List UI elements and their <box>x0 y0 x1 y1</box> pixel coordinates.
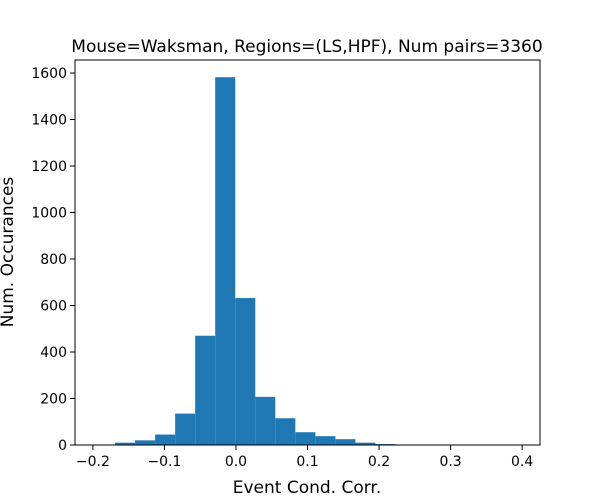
y-tick-label: 800 <box>40 252 67 268</box>
histogram-bar-9 <box>275 418 296 445</box>
y-tick-label: 1200 <box>31 159 67 175</box>
histogram-bar-12 <box>335 439 356 445</box>
x-tick-label: 0.2 <box>368 454 390 470</box>
x-axis-ticks: −0.2 −0.1 0.0 0.1 0.2 0.3 0.4 <box>76 445 533 470</box>
histogram-bar-4 <box>175 413 196 445</box>
histogram-bar-2 <box>135 440 156 445</box>
x-tick-label: 0.1 <box>296 454 318 470</box>
histogram-bar-10 <box>295 432 316 445</box>
chart-title: Mouse=Waksman, Regions=(LS,HPF), Num pai… <box>71 37 542 57</box>
bars-group <box>95 77 416 445</box>
histogram-bar-1 <box>115 442 136 445</box>
plot-frame <box>74 59 541 446</box>
y-tick-label: 1000 <box>31 206 67 222</box>
y-tick-label: 1600 <box>31 66 67 82</box>
x-tick-label: 0.4 <box>511 454 533 470</box>
x-tick-label: −0.1 <box>147 454 181 470</box>
y-tick-label: 400 <box>40 345 67 361</box>
histogram-bar-7 <box>235 298 256 445</box>
x-axis-label: Event Cond. Corr. <box>233 478 382 498</box>
y-tick-label: 200 <box>40 392 67 408</box>
histogram-bar-3 <box>155 434 176 445</box>
histogram-bar-8 <box>255 396 276 445</box>
y-tick-label: 0 <box>58 438 67 454</box>
x-tick-label: 0.0 <box>225 454 247 470</box>
histogram-bar-5 <box>195 335 216 445</box>
y-tick-label: 1400 <box>31 113 67 129</box>
y-axis-ticks: 0 200 400 600 800 1000 1200 1400 1600 <box>31 66 75 454</box>
x-tick-label: −0.2 <box>76 454 110 470</box>
y-axis-label: Num. Occurances <box>0 177 18 328</box>
x-tick-label: 0.3 <box>439 454 461 470</box>
histogram-bar-11 <box>315 436 336 445</box>
histogram-bar-6 <box>215 77 236 445</box>
y-tick-label: 600 <box>40 299 67 315</box>
histogram-bar-13 <box>355 442 376 445</box>
